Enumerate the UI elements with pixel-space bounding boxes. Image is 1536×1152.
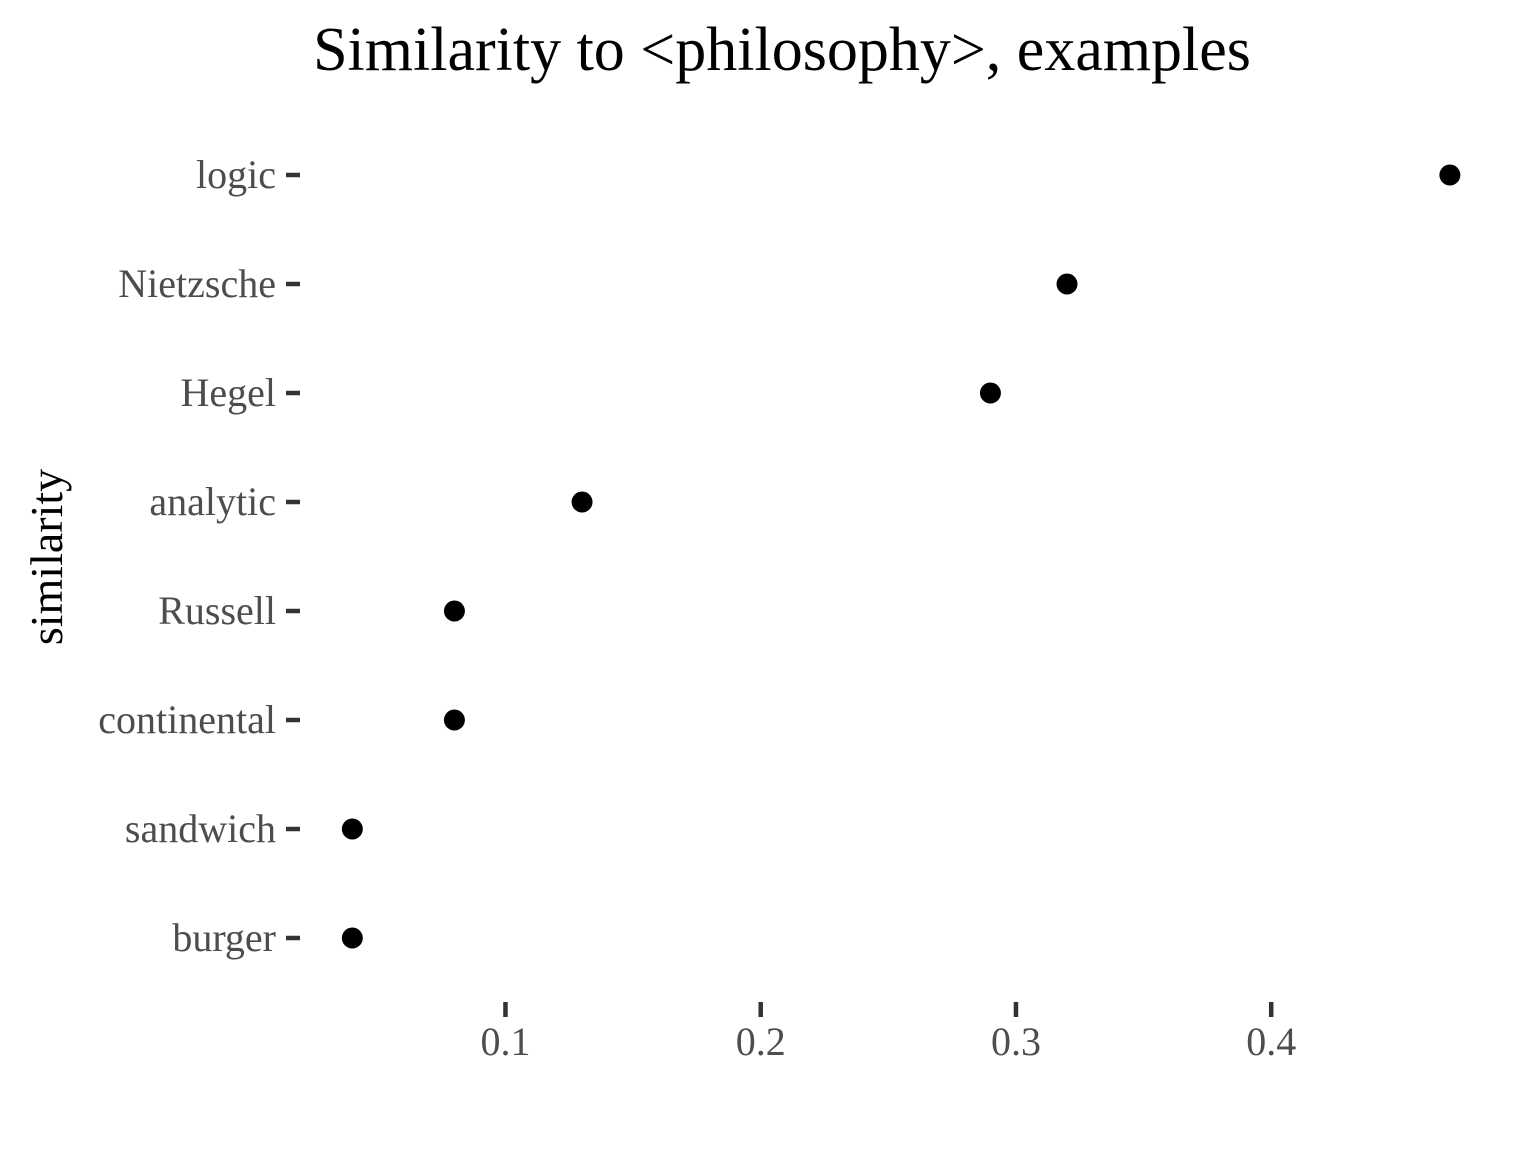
y-tick-label-sandwich: sandwich — [125, 806, 276, 851]
y-tick-label-analytic: analytic — [149, 479, 276, 524]
data-point-sandwich — [341, 818, 363, 840]
x-axis: 0.1 0.2 0.3 0.4 — [480, 1002, 1296, 1064]
x-tick-label: 0.4 — [1246, 1019, 1296, 1064]
y-tick-label-logic: logic — [196, 152, 276, 197]
data-point-continental — [443, 709, 465, 731]
y-tick-label-continental: continental — [98, 697, 276, 742]
y-tick-label-nietzsche: Nietzsche — [118, 261, 276, 306]
data-point-russell — [443, 600, 465, 622]
y-tick-label-burger: burger — [172, 915, 276, 960]
data-point-burger — [341, 927, 363, 949]
data-points — [341, 164, 1461, 949]
y-tick-label-hegel: Hegel — [180, 370, 276, 415]
data-point-analytic — [571, 491, 593, 513]
x-tick-label: 0.1 — [480, 1019, 530, 1064]
x-tick-label: 0.3 — [991, 1019, 1041, 1064]
data-point-logic — [1439, 164, 1461, 186]
data-point-hegel — [979, 382, 1001, 404]
data-point-nietzsche — [1056, 273, 1078, 295]
x-tick-label: 0.2 — [736, 1019, 786, 1064]
y-tick-label-russell: Russell — [158, 588, 276, 633]
y-axis-title: similarity — [21, 469, 72, 645]
chart-title: Similarity to <philosophy>, examples — [313, 16, 1251, 84]
y-axis: logic Nietzsche Hegel analytic Russell contin… — [98, 152, 300, 960]
